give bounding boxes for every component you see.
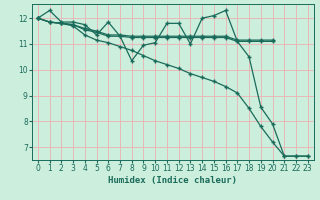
X-axis label: Humidex (Indice chaleur): Humidex (Indice chaleur) <box>108 176 237 185</box>
